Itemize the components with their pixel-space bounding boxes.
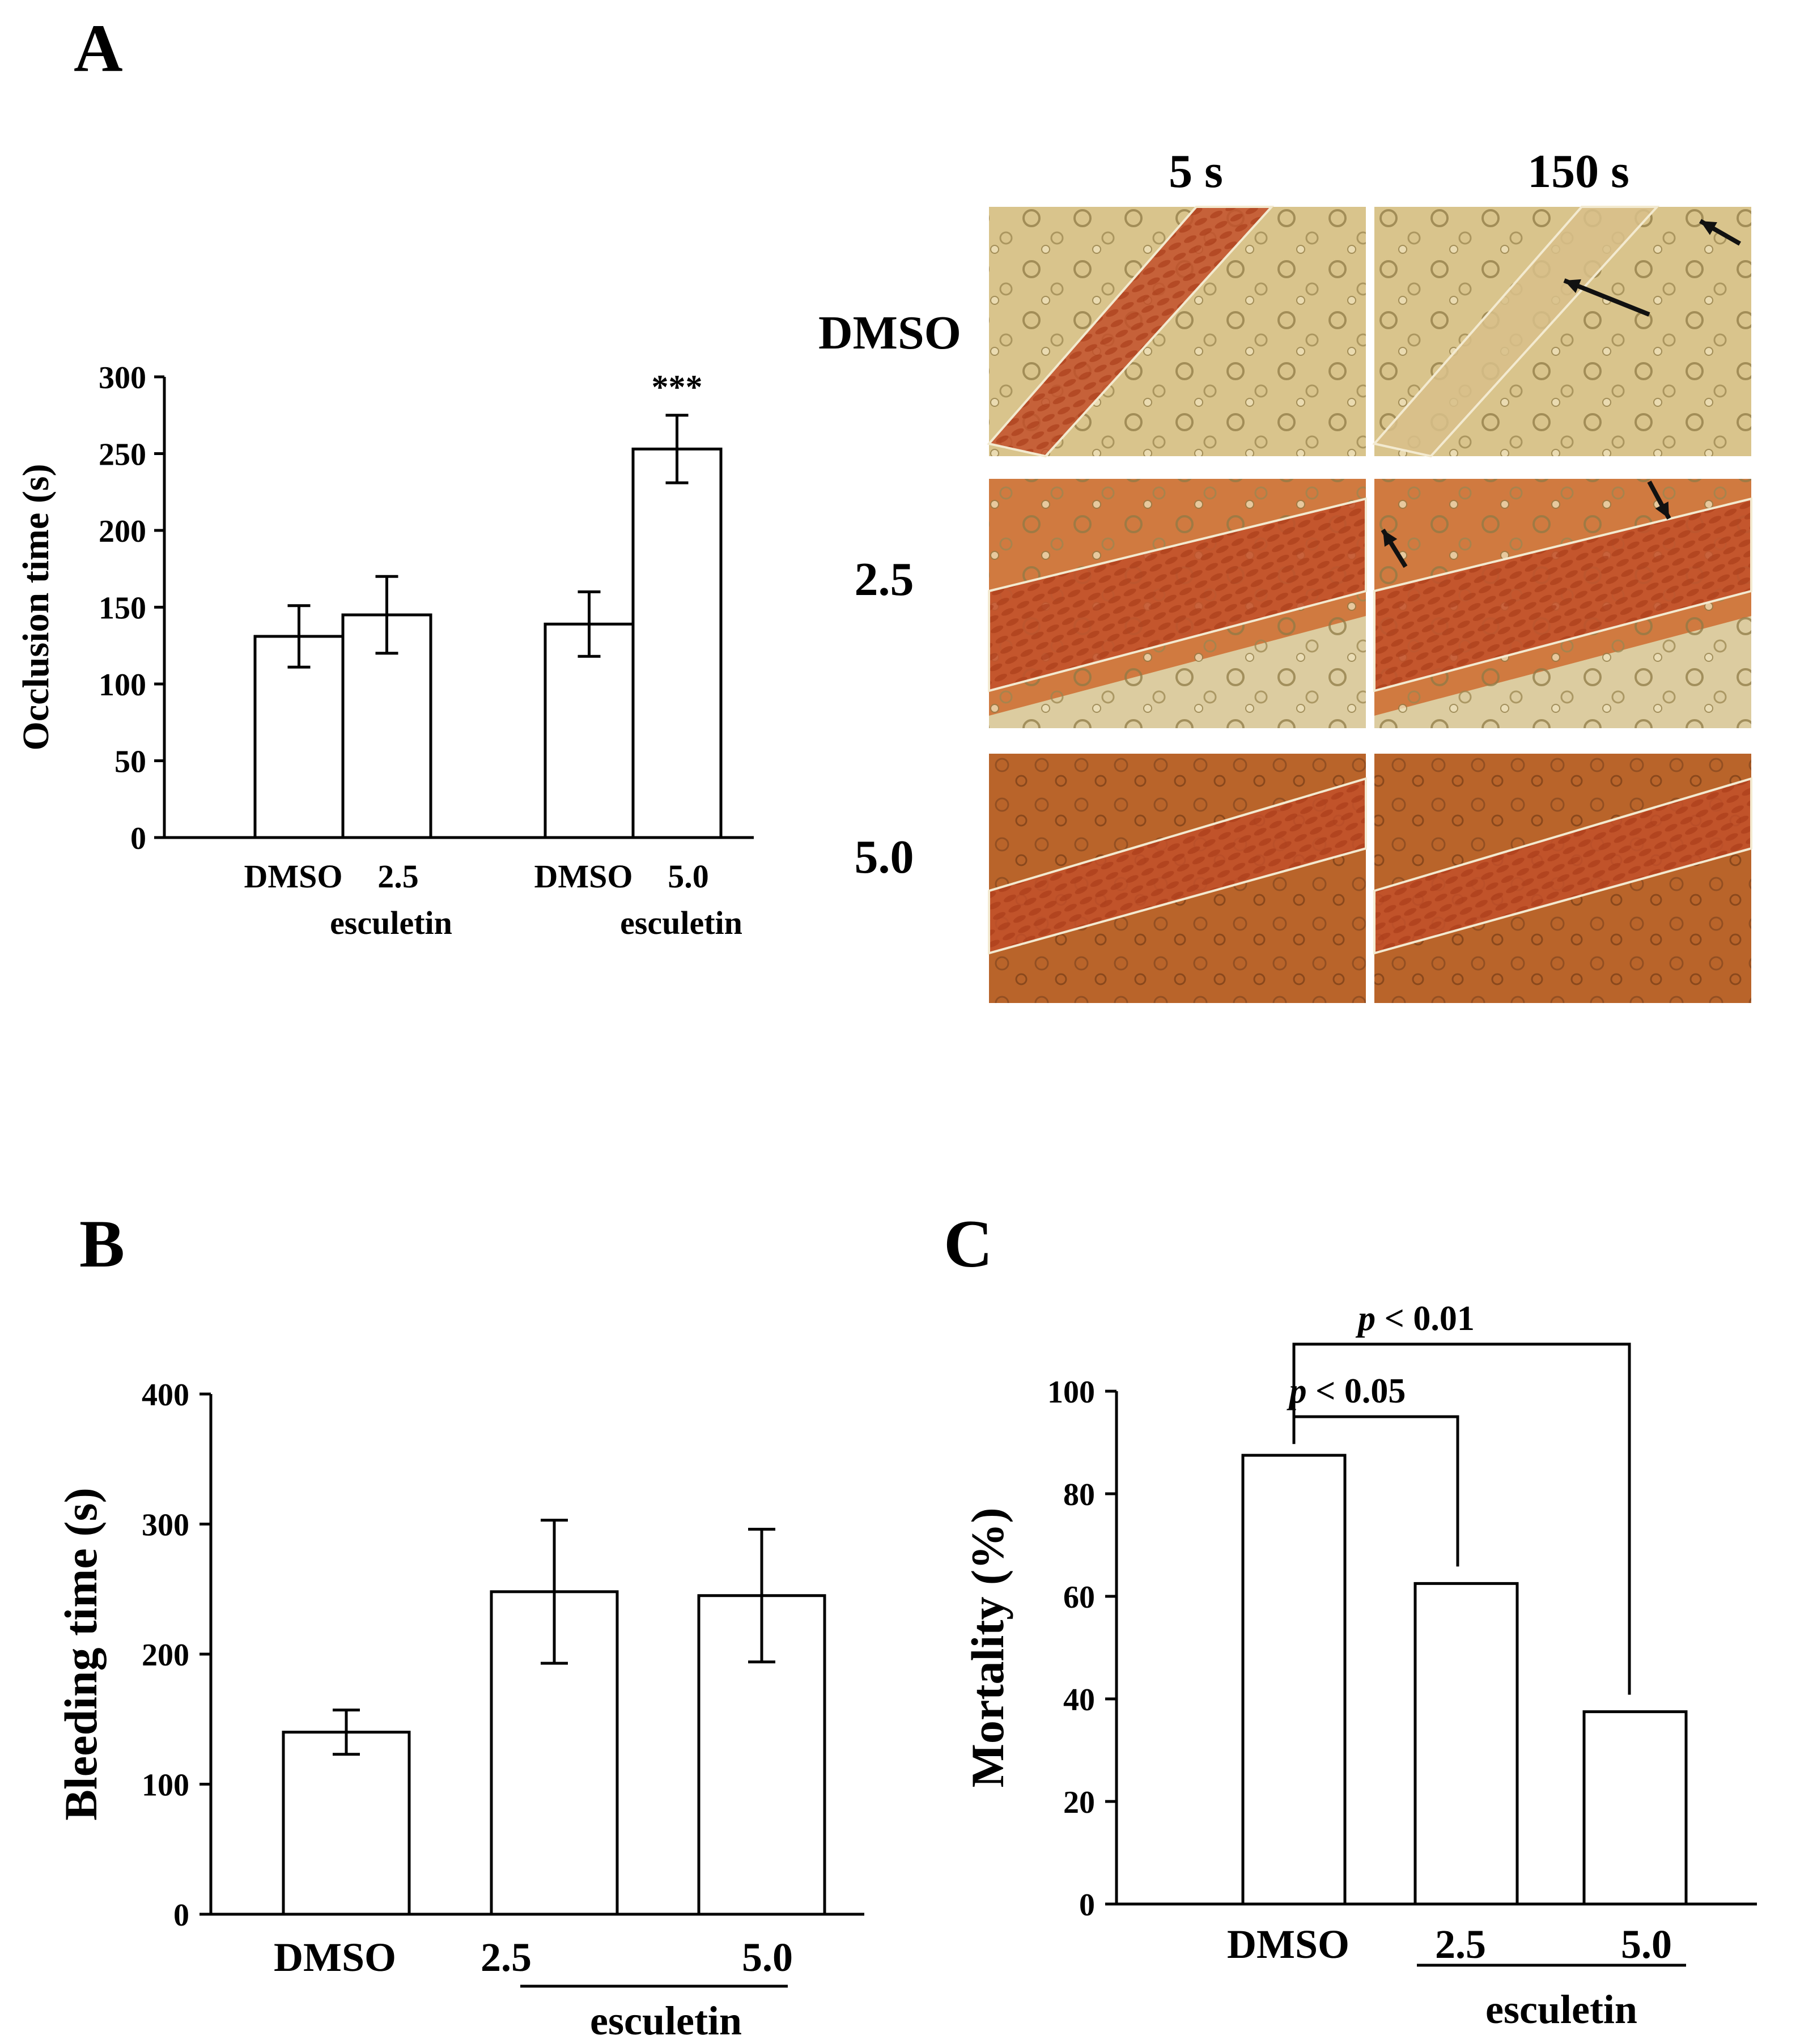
category-label: DMSO [1227,1922,1349,1967]
micro-row-label-2-5: 2.5 [855,553,914,606]
micrograph-vessel [1374,207,1657,456]
y-tick-label: 200 [99,514,146,549]
micro-row-label-5-0: 5.0 [855,831,914,883]
category-label: DMSO [274,1935,396,1980]
y-tick-label: 40 [1063,1682,1095,1718]
comparison-bracket [1292,1342,1631,1695]
panel-letter-a: A [74,10,123,86]
y-tick-label: 300 [99,360,146,396]
p-symbol: p [1355,1299,1376,1338]
category-label: 5.0 [742,1935,793,1980]
arrowhead-icon [1564,279,1581,294]
micrograph-vessel-wall [988,777,1367,955]
p-value-label: p < 0.01 [1355,1299,1475,1338]
bar [1582,1710,1688,1906]
arrowhead-icon [1700,221,1717,235]
micrograph-tile [1373,754,1752,1003]
group-sublabel: esculetin [330,904,452,941]
y-tick-label: 0 [1079,1888,1095,1923]
y-axis-label: Occlusion time (s) [15,464,57,751]
micrograph-tile [988,479,1367,728]
micrograph-panel: 5 s 150 s DMSO 2.5 5.0 [818,145,1752,1003]
micrograph-vessel-wall [1373,497,1752,692]
y-tick-label: 100 [1047,1375,1095,1410]
category-label: 5.0 [668,858,709,895]
micrograph-vessel-wall [1373,777,1752,955]
chart-mortality: 0 20 40 60 80 100 Mortality (%) DMSO 2.5 5.0 escul… [962,1299,1757,2032]
micrograph-tile [988,754,1367,1003]
p-value-label: p < 0.05 [1287,1372,1406,1410]
y-tick-label: 400 [142,1378,189,1413]
bar [631,447,723,839]
y-tick-label: 0 [173,1898,189,1933]
y-axis-label: Mortality (%) [962,1507,1013,1787]
category-label: 2.5 [1435,1922,1486,1967]
group-label: esculetin [1485,1987,1637,2032]
micrograph-rbc [1374,499,1751,691]
micrograph-rbc [1374,779,1751,953]
micrograph-tile [987,206,1366,458]
p-threshold: < 0.01 [1376,1299,1475,1338]
y-tick-label: 250 [99,437,146,473]
micrograph-rbc [989,779,1366,953]
bar [1413,1582,1519,1906]
micro-row-label-dmso: DMSO [818,307,961,359]
y-tick-label: 200 [142,1638,189,1673]
panel-letter-c: C [944,1206,993,1281]
bar [544,622,635,839]
chart-occlusion-time: 0 50 100 150 200 250 300 Occlusion time (s) DMSO… [15,360,754,941]
significance-marker: *** [652,368,703,406]
micro-col-label-150s: 150 s [1527,145,1629,198]
micrograph-tile [1372,206,1751,458]
bar [1241,1454,1347,1906]
category-label: 5.0 [1621,1922,1672,1967]
micrograph-tile [1373,479,1752,728]
y-tick-label: 20 [1063,1785,1095,1820]
arrowhead-icon [1655,502,1669,519]
y-tick-label: 50 [114,745,146,780]
y-tick-label: 100 [142,1768,189,1803]
p-threshold: < 0.05 [1307,1372,1406,1410]
panel-letter-b: B [79,1206,125,1281]
micrograph-rbc [989,499,1366,691]
micrograph-vessel-wall [1372,206,1660,458]
arrowhead-icon [1383,530,1398,547]
category-label: DMSO [244,858,343,895]
category-label: 2.5 [377,858,419,895]
chart-bleeding-time: 0 100 200 300 400 Bleeding time (s) DMSO 2.5 5.0… [55,1378,864,2043]
y-tick-label: 150 [99,591,146,626]
y-axis-label: Bleeding time (s) [55,1488,107,1821]
category-label: DMSO [534,858,633,895]
y-tick-label: 100 [99,668,146,703]
micrograph-rbc [989,207,1272,456]
y-tick-label: 300 [142,1508,189,1543]
micro-col-label-5s: 5 s [1169,145,1223,198]
group-label: esculetin [590,1998,742,2043]
micrograph-vessel-wall [987,206,1275,458]
group-sublabel: esculetin [620,904,742,941]
p-symbol: p [1287,1372,1307,1410]
micrograph-vessel-wall [988,497,1367,692]
bar [282,1731,411,1916]
y-tick-label: 0 [130,821,146,856]
y-tick-label: 80 [1063,1477,1095,1512]
y-tick-label: 60 [1063,1580,1095,1615]
category-label: 2.5 [481,1935,532,1980]
